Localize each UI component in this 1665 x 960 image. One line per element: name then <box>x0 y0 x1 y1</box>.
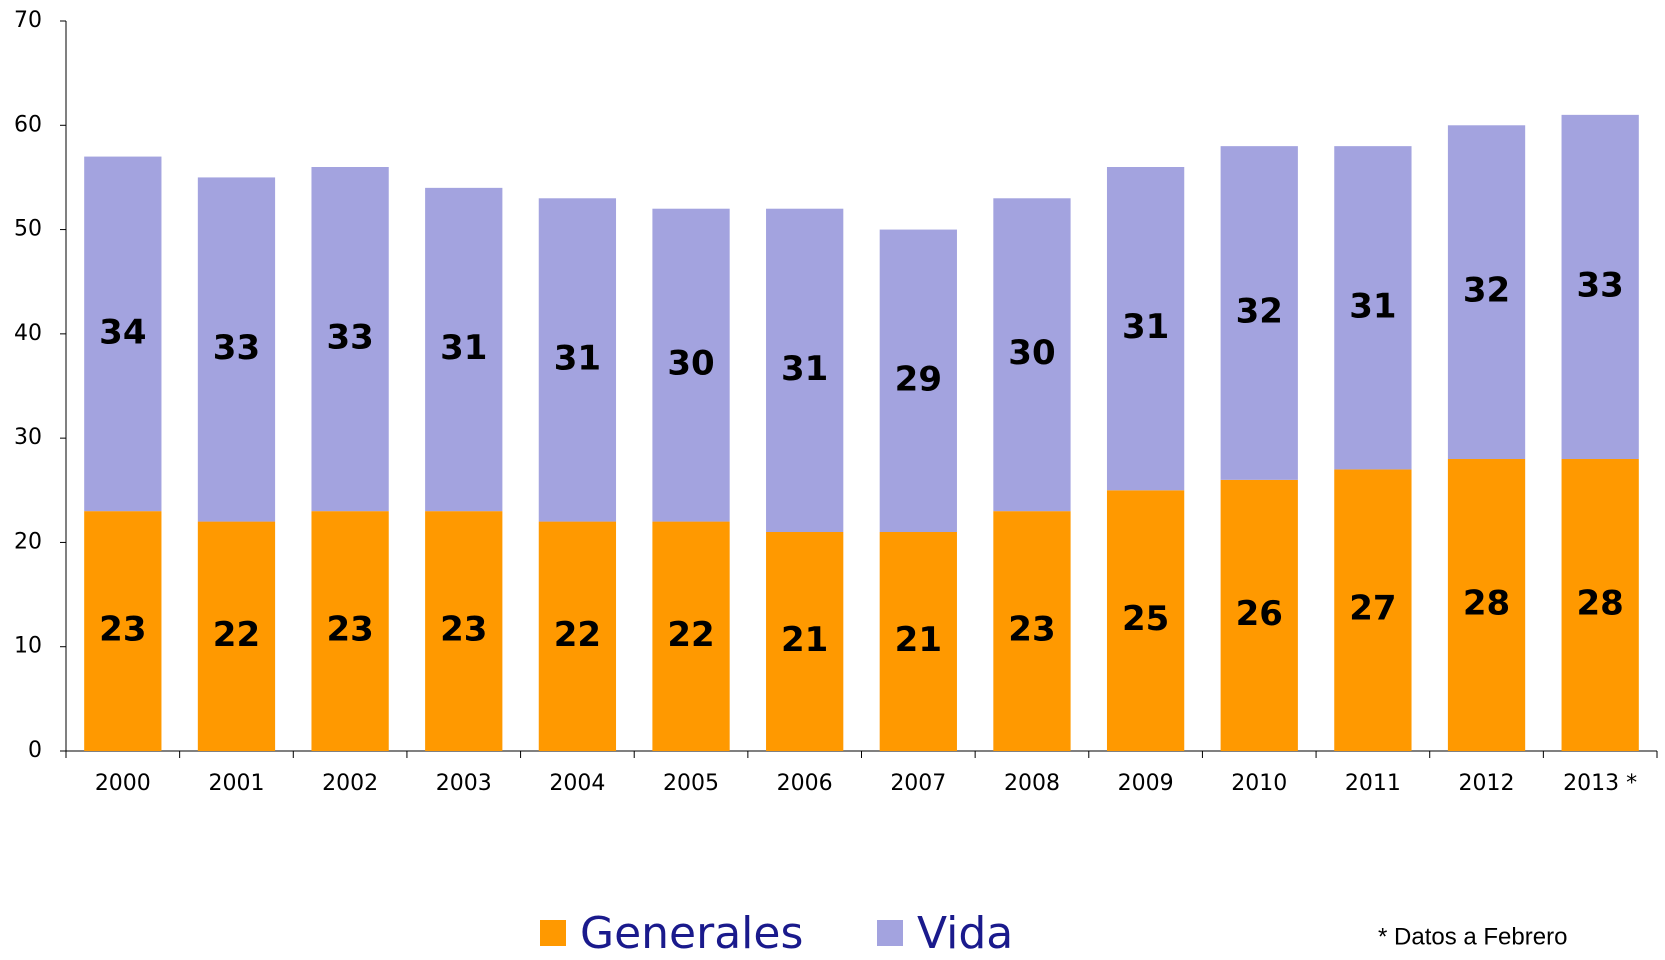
x-tick-label: 2006 <box>777 771 833 796</box>
x-tick-label: 2005 <box>663 771 719 796</box>
data-label: 23 <box>1008 610 1055 650</box>
data-label: 23 <box>326 610 373 650</box>
legend-swatch <box>540 920 566 946</box>
data-label: 28 <box>1463 584 1510 624</box>
data-label: 21 <box>895 620 942 660</box>
bar-segment <box>311 511 389 751</box>
x-tick-label: 2000 <box>95 771 151 796</box>
data-label: 27 <box>1349 589 1396 629</box>
x-tick-label: 2007 <box>890 771 946 796</box>
bar-segment <box>1106 167 1185 491</box>
data-label: 32 <box>1236 292 1283 332</box>
legend-swatch <box>877 920 903 946</box>
bar-segment <box>993 198 1071 512</box>
x-tick-label: 2008 <box>1004 771 1060 796</box>
data-label: 22 <box>213 615 260 655</box>
x-tick-label: 2013 * <box>1563 771 1637 796</box>
bar-segment <box>1106 490 1185 751</box>
bar-segment <box>197 177 276 522</box>
x-tick-label: 2002 <box>322 771 378 796</box>
data-label: 22 <box>554 615 601 655</box>
bar-segment <box>538 198 617 522</box>
bar-segment <box>1447 459 1526 751</box>
data-label: 32 <box>1463 271 1510 311</box>
bar-segment <box>425 187 503 512</box>
y-tick-label: 50 <box>14 217 42 242</box>
x-tick-label: 2003 <box>436 771 492 796</box>
data-label: 26 <box>1236 594 1283 634</box>
bar-segment <box>1561 459 1639 751</box>
bar-segment <box>425 511 503 751</box>
bar-segment <box>1220 146 1298 480</box>
bar-segment <box>84 156 162 512</box>
footnote: * Datos a Febrero <box>1378 923 1567 950</box>
y-tick-label: 10 <box>14 634 42 659</box>
bar-segment <box>1220 479 1298 751</box>
data-label: 23 <box>99 610 146 650</box>
x-tick-label: 2001 <box>208 771 264 796</box>
data-label: 22 <box>667 615 714 655</box>
data-label: 31 <box>1349 286 1396 326</box>
data-label: 28 <box>1577 584 1624 624</box>
bar-segment <box>652 521 730 751</box>
bar-segment <box>879 229 957 533</box>
bar-segment <box>1447 125 1526 460</box>
bar-segment <box>879 532 957 751</box>
x-tick-label: 2009 <box>1118 771 1174 796</box>
data-label: 31 <box>781 349 828 389</box>
data-label: 29 <box>895 359 942 399</box>
bar-segment <box>311 167 389 512</box>
bar-segment <box>538 521 617 751</box>
x-tick-label: 2012 <box>1459 771 1515 796</box>
data-label: 31 <box>1122 307 1169 347</box>
data-label: 31 <box>440 328 487 368</box>
data-label: 33 <box>326 318 373 358</box>
bar-segment <box>197 521 276 751</box>
x-tick-label: 2004 <box>549 771 605 796</box>
data-label: 30 <box>667 344 714 384</box>
bar-segment <box>766 532 844 751</box>
data-label: 23 <box>440 610 487 650</box>
y-tick-label: 70 <box>14 8 42 33</box>
data-label: 31 <box>554 338 601 378</box>
y-tick-label: 60 <box>14 112 42 137</box>
data-label: 30 <box>1008 333 1055 373</box>
data-label: 21 <box>781 620 828 660</box>
bar-segment <box>1334 146 1412 470</box>
y-tick-label: 20 <box>14 529 42 554</box>
bar-segment <box>1561 114 1639 459</box>
legend-label: Vida <box>917 908 1013 959</box>
bar-segment <box>1334 469 1412 751</box>
y-tick-label: 0 <box>28 738 42 763</box>
x-tick-label: 2011 <box>1345 771 1401 796</box>
y-tick-label: 40 <box>14 321 42 346</box>
data-label: 33 <box>213 328 260 368</box>
y-tick-label: 30 <box>14 425 42 450</box>
bar-segment <box>766 208 844 532</box>
legend-label: Generales <box>580 908 803 959</box>
data-label: 34 <box>99 312 146 352</box>
bar-segment <box>84 511 162 751</box>
data-label: 25 <box>1122 599 1169 639</box>
x-tick-label: 2010 <box>1231 771 1287 796</box>
data-label: 33 <box>1577 265 1624 305</box>
bar-segment <box>652 208 730 522</box>
bar-segment <box>993 511 1071 751</box>
